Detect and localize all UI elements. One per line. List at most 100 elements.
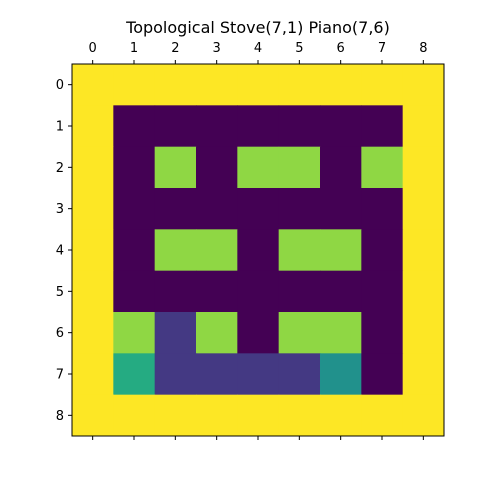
y-tick-label: 2 xyxy=(56,161,64,176)
heatmap-cell-r3-c4 xyxy=(237,188,280,230)
heatmap-cell-r8-c4 xyxy=(237,394,280,437)
heatmap-cell-r6-c2 xyxy=(154,312,197,354)
heatmap-cell-r8-c6 xyxy=(320,394,362,437)
heatmap-cell-r4-c2 xyxy=(154,229,197,272)
heatmap-cell-r1-c2 xyxy=(154,105,197,148)
heatmap-cell-r7-c6 xyxy=(320,353,362,396)
x-tick-label: 3 xyxy=(213,41,221,56)
heatmap-cell-r3-c7 xyxy=(361,188,404,230)
heatmap-cell-r6-c7 xyxy=(361,312,404,354)
heatmap-cell-r7-c0 xyxy=(72,353,114,396)
heatmap-cell-r1-c7 xyxy=(361,105,404,148)
heatmap-cell-r0-c6 xyxy=(320,64,362,106)
heatmap-cell-r5-c8 xyxy=(402,270,445,313)
chart-title: Topological Stove(7,1) Piano(7,6) xyxy=(125,18,390,37)
heatmap-cell-r3-c6 xyxy=(320,188,362,230)
heatmap-cell-r3-c5 xyxy=(278,188,321,230)
heatmap-cell-r3-c2 xyxy=(154,188,197,230)
heatmap-cell-r0-c7 xyxy=(361,64,404,106)
heatmap-cell-r5-c1 xyxy=(113,270,156,313)
heatmap-cell-r2-c8 xyxy=(402,146,445,189)
x-tick-label: 1 xyxy=(130,41,138,56)
heatmap-cell-r7-c3 xyxy=(196,353,238,396)
heatmap-cell-r5-c3 xyxy=(196,270,238,313)
heatmap-cell-r0-c5 xyxy=(278,64,321,106)
x-tick-label: 2 xyxy=(171,41,179,56)
y-tick-label: 8 xyxy=(56,409,64,424)
heatmap-cell-r2-c2 xyxy=(154,146,197,189)
heatmap-cell-r6-c0 xyxy=(72,312,114,354)
y-tick-label: 1 xyxy=(56,120,64,135)
heatmap-cell-r4-c7 xyxy=(361,229,404,272)
heatmap-cell-r0-c0 xyxy=(72,64,114,106)
y-tick-label: 5 xyxy=(56,285,64,300)
heatmap-cell-r5-c7 xyxy=(361,270,404,313)
heatmap-cell-r0-c8 xyxy=(402,64,445,106)
heatmap-cell-r2-c4 xyxy=(237,146,280,189)
heatmap-cell-r6-c1 xyxy=(113,312,156,354)
heatmap-cell-r0-c4 xyxy=(237,64,280,106)
heatmap-cell-r3-c8 xyxy=(402,188,445,230)
y-tick-label: 0 xyxy=(56,78,64,93)
x-tick-label: 5 xyxy=(295,41,303,56)
heatmap-cell-r5-c2 xyxy=(154,270,197,313)
heatmap-cell-r2-c5 xyxy=(278,146,321,189)
y-tick-label: 3 xyxy=(56,202,64,217)
heatmap-cell-r8-c1 xyxy=(113,394,156,437)
heatmap-cell-r4-c5 xyxy=(278,229,321,272)
y-tick-label: 4 xyxy=(56,244,64,259)
heatmap-cell-r8-c7 xyxy=(361,394,404,437)
heatmap-cell-r4-c1 xyxy=(113,229,156,272)
heatmap-cell-r4-c6 xyxy=(320,229,362,272)
heatmap-cell-r7-c4 xyxy=(237,353,280,396)
heatmap-cell-r8-c3 xyxy=(196,394,238,437)
heatmap-cell-r3-c1 xyxy=(113,188,156,230)
heatmap-cell-r5-c0 xyxy=(72,270,114,313)
axis-ticks: 0 1 2 3 4 5 6 7 8 0 1 2 3 4 5 6 7 8 xyxy=(56,41,427,440)
heatmap-cell-r6-c5 xyxy=(278,312,321,354)
heatmap-cell-r8-c8 xyxy=(402,394,445,437)
heatmap-cell-r5-c6 xyxy=(320,270,362,313)
heatmap-cell-r1-c5 xyxy=(278,105,321,148)
heatmap-cell-r5-c5 xyxy=(278,270,321,313)
heatmap-cell-r1-c4 xyxy=(237,105,280,148)
heatmap-cell-r7-c7 xyxy=(361,353,404,396)
heatmap-cell-r6-c3 xyxy=(196,312,238,354)
heatmap-cell-r7-c1 xyxy=(113,353,156,396)
heatmap-cell-r4-c4 xyxy=(237,229,280,272)
heatmap-cells xyxy=(72,64,445,437)
heatmap-cell-r2-c3 xyxy=(196,146,238,189)
heatmap-cell-r4-c0 xyxy=(72,229,114,272)
heatmap-cell-r1-c8 xyxy=(402,105,445,148)
x-tick-label: 6 xyxy=(337,41,345,56)
heatmap-cell-r8-c2 xyxy=(154,394,197,437)
x-tick-label: 4 xyxy=(254,41,262,56)
heatmap-cell-r3-c0 xyxy=(72,188,114,230)
x-tick-label: 0 xyxy=(89,41,97,56)
heatmap-cell-r1-c6 xyxy=(320,105,362,148)
heatmap-cell-r7-c5 xyxy=(278,353,321,396)
heatmap-cell-r6-c4 xyxy=(237,312,280,354)
heatmap-cell-r0-c2 xyxy=(154,64,197,106)
heatmap-cell-r6-c8 xyxy=(402,312,445,354)
plot-frame xyxy=(71,63,445,437)
x-tick-label: 7 xyxy=(378,41,386,56)
heatmap-cell-r2-c6 xyxy=(320,146,362,189)
heatmap-cell-r6-c6 xyxy=(320,312,362,354)
heatmap-cell-r4-c3 xyxy=(196,229,238,272)
heatmap-cell-r0-c1 xyxy=(113,64,156,106)
heatmap-cell-r2-c0 xyxy=(72,146,114,189)
heatmap-cell-r0-c3 xyxy=(196,64,238,106)
heatmap-cell-r1-c1 xyxy=(113,105,156,148)
y-tick-label: 6 xyxy=(56,326,64,341)
heatmap-cell-r8-c5 xyxy=(278,394,321,437)
heatmap-cell-r5-c4 xyxy=(237,270,280,313)
heatmap-cell-r4-c8 xyxy=(402,229,445,272)
heatmap-cell-r1-c3 xyxy=(196,105,238,148)
y-tick-label: 7 xyxy=(56,368,64,383)
heatmap-cell-r8-c0 xyxy=(72,394,114,437)
heatmap-cell-r7-c2 xyxy=(154,353,197,396)
heatmap-cell-r2-c7 xyxy=(361,146,404,189)
heatmap-cell-r7-c8 xyxy=(402,353,445,396)
